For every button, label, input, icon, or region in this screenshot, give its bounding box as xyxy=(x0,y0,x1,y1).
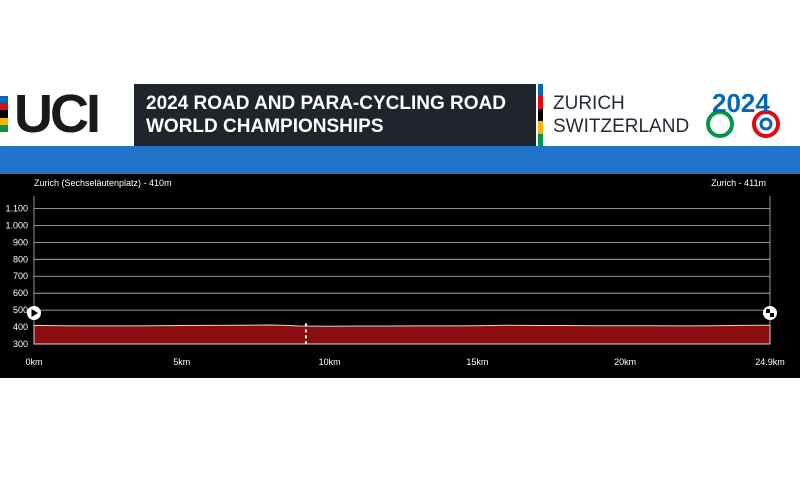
title-line-2: WORLD CHAMPIONSHIPS xyxy=(146,116,384,137)
finish-flag-icon xyxy=(763,306,777,320)
rainbow-stripes xyxy=(0,96,8,132)
x-tick-label: 24.9km xyxy=(755,357,785,367)
y-tick-label: 500 xyxy=(13,305,28,315)
city-label: ZURICH SWITZERLAND xyxy=(553,92,689,138)
elevation-area xyxy=(33,324,771,345)
y-tick-label: 400 xyxy=(13,322,28,332)
end-label: Zurich - 411m xyxy=(711,178,766,188)
x-tick-label: 10km xyxy=(319,357,341,367)
elevation-svg: 300 400 500 600 700 800 900 1.000 1.100 0km 5km 10… xyxy=(5,178,785,367)
y-tick-label: 800 xyxy=(13,254,28,264)
emblem-text: 2024 xyxy=(712,88,770,118)
rainbow-bar xyxy=(538,84,543,146)
y-tick-label: 1.100 xyxy=(5,203,28,213)
uci-logo: UCI xyxy=(14,84,101,144)
start-label: Zurich (Sechseläutenplatz) - 410m xyxy=(34,178,172,188)
x-tick-label: 0km xyxy=(25,357,42,367)
x-tick-label: 5km xyxy=(173,357,190,367)
y-tick-label: 700 xyxy=(13,271,28,281)
city-line-2: SWITZERLAND xyxy=(553,116,690,137)
title-line-1: 2024 ROAD AND PARA-CYCLING ROAD xyxy=(146,93,506,114)
zurich-2024-emblem-icon: 2024 xyxy=(706,88,780,138)
title-box: 2024 ROAD AND PARA-CYCLING ROAD WORLD CH… xyxy=(134,84,536,146)
y-tick-label: 1.000 xyxy=(5,220,28,230)
y-tick-label: 600 xyxy=(13,288,28,298)
city-line-1: ZURICH xyxy=(553,93,625,114)
blue-band xyxy=(0,146,800,174)
x-tick-label: 15km xyxy=(466,357,488,367)
y-tick-label: 300 xyxy=(13,339,28,349)
start-play-icon xyxy=(27,306,41,320)
x-tick-label: 20km xyxy=(614,357,636,367)
y-tick-label: 900 xyxy=(13,237,28,247)
elevation-profile-chart: 300 400 500 600 700 800 900 1.000 1.100 0km 5km 10… xyxy=(0,174,800,378)
